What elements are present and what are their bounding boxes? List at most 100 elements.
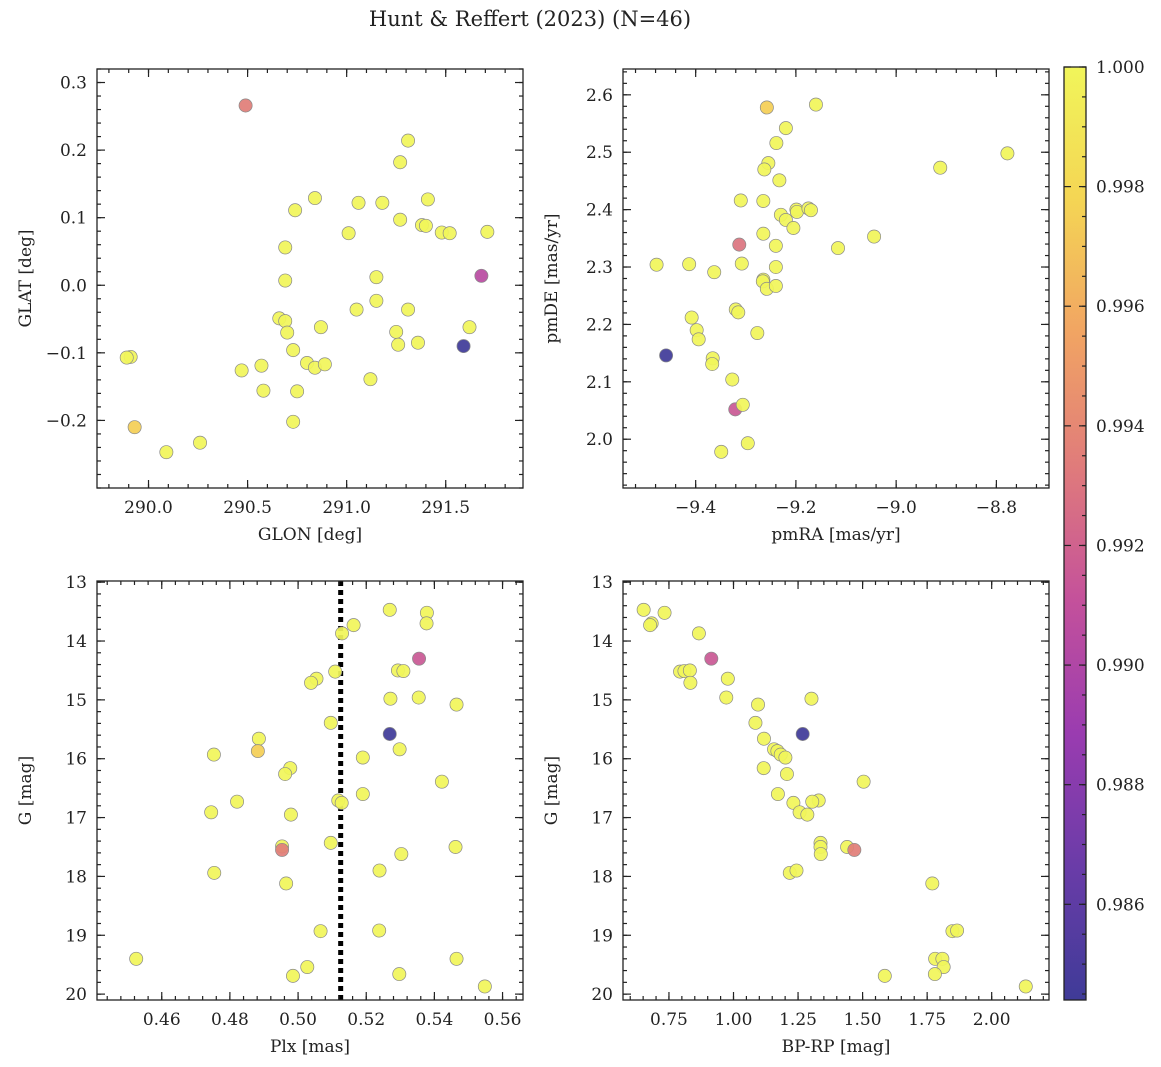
data-point [786, 221, 801, 235]
data-point [278, 273, 293, 288]
data-point [127, 420, 142, 435]
data-point [805, 794, 820, 809]
x-tick-label: 1.75 [908, 1010, 946, 1030]
x-tick-label: 291.0 [322, 498, 371, 518]
data-point [735, 397, 750, 412]
data-point [369, 270, 384, 285]
x-axis-label: GLON [deg] [258, 525, 362, 545]
y-tick-label: 16 [591, 750, 613, 770]
x-tick-label: −9.4 [675, 498, 716, 518]
data-point [756, 226, 771, 241]
data-point [442, 226, 457, 241]
y-tick-label: 14 [65, 632, 87, 652]
data-point [831, 241, 845, 256]
data-point [684, 310, 699, 325]
data-point [474, 268, 489, 283]
panel-pmra-pmde: −9.4 −9.2 −9.0 −8.8 2.0 2.1 2.2 2.3 2.4 2.5 2.6 pmR… [542, 68, 1050, 545]
data-point [768, 279, 783, 293]
data-point [927, 967, 942, 982]
data-point [349, 302, 364, 317]
data-point [756, 194, 771, 208]
data-point [300, 960, 315, 974]
colorbar-tick-label: 0.998 [1096, 178, 1145, 198]
data-point [372, 923, 387, 938]
data-point [950, 923, 965, 938]
data-point [278, 767, 293, 781]
data-point [288, 203, 303, 218]
x-tick-label: −9.0 [876, 498, 917, 518]
data-point [411, 690, 426, 705]
data-point [393, 155, 408, 170]
x-axis-label: Plx [mas] [270, 1037, 350, 1057]
scatter-points [119, 98, 495, 460]
data-point [877, 968, 892, 983]
data-point [335, 626, 349, 641]
x-tick-label: 1.50 [844, 1010, 882, 1030]
data-point [363, 372, 378, 387]
data-point [382, 602, 397, 617]
colorbar: 1.000 0.998 0.996 0.994 0.992 0.990 0.988 0.986 [1063, 58, 1145, 1001]
data-point [733, 193, 748, 208]
data-point [256, 383, 271, 398]
data-point [477, 979, 492, 994]
data-point [725, 372, 740, 387]
data-point [313, 924, 328, 939]
data-point [391, 337, 406, 352]
x-tick-label: −8.8 [976, 498, 1017, 518]
data-point [392, 742, 407, 757]
data-point [411, 335, 425, 350]
data-point [480, 224, 495, 239]
panel-glon-glat: 290.0 290.5 291.0 291.5 −0.2 −0.1 0.0 0.1 0.2 0.3… [16, 68, 524, 545]
data-point [383, 691, 398, 706]
y-axis-label: pmDE [mas/yr] [542, 213, 562, 343]
data-point [275, 842, 290, 857]
data-point [434, 774, 449, 789]
x-tick-label: 1.00 [715, 1010, 753, 1030]
data-point [313, 320, 328, 335]
data-point [286, 414, 301, 429]
data-point [768, 260, 783, 274]
data-point [759, 100, 774, 115]
data-point [401, 302, 416, 317]
x-tick-label: 291.5 [421, 498, 470, 518]
y-tick-label: 18 [591, 867, 613, 887]
data-point [251, 731, 266, 746]
data-point [304, 675, 318, 690]
y-axis-label: G [mag] [542, 756, 562, 825]
data-point [704, 651, 719, 666]
data-point [789, 863, 804, 878]
data-point [193, 435, 207, 450]
y-tick-label: 14 [591, 632, 613, 652]
data-point [1000, 146, 1015, 161]
y-tick-label: 16 [65, 750, 87, 770]
data-point [317, 357, 332, 372]
data-point [375, 195, 390, 210]
y-tick-label: 2.4 [586, 201, 613, 221]
y-axis-label: GLAT [deg] [16, 229, 36, 327]
x-tick-label: 2.00 [973, 1010, 1011, 1030]
scatter-points [129, 602, 492, 994]
y-tick-label: 2.6 [586, 86, 613, 106]
data-point [279, 876, 294, 891]
data-point [778, 750, 793, 765]
data-point [720, 671, 735, 686]
data-point [456, 339, 471, 354]
x-tick-label: 0.56 [484, 1010, 522, 1030]
data-point [795, 727, 810, 741]
colorbar-frame [1063, 66, 1087, 1001]
colorbar-gradient [1064, 67, 1086, 1000]
data-point [1018, 979, 1033, 994]
data-point [449, 951, 464, 966]
data-point [732, 237, 747, 252]
x-axis-label: BP-RP [mag] [782, 1037, 891, 1057]
data-point [286, 968, 300, 983]
y-tick-label: 20 [65, 985, 87, 1005]
x-tick-label: 0.48 [211, 1010, 249, 1030]
data-point [748, 715, 763, 730]
x-tick-label: 0.50 [279, 1010, 317, 1030]
data-point [308, 191, 322, 206]
data-point [355, 750, 370, 765]
data-point [286, 343, 301, 358]
data-point [420, 192, 435, 207]
y-tick-label: 15 [65, 691, 87, 711]
